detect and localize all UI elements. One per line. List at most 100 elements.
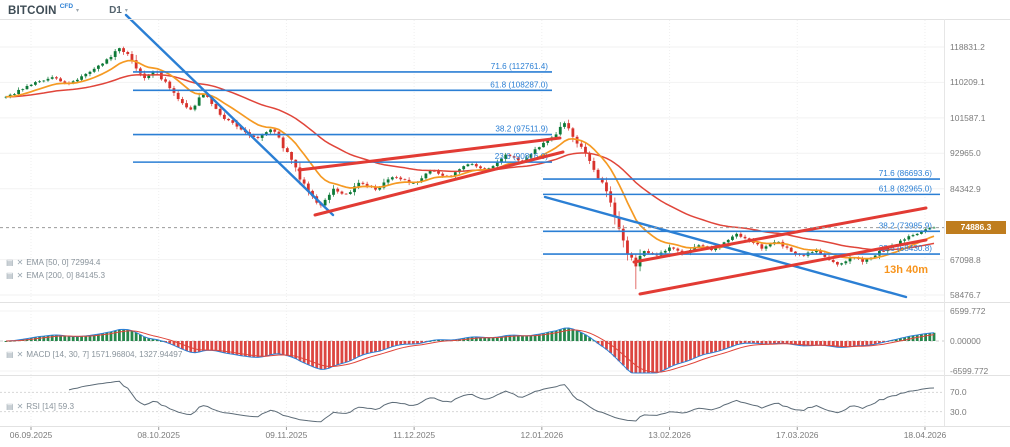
candle-body [147,75,151,79]
indicator-remove-icon[interactable]: ✕ [16,258,24,267]
macd-histogram-bar [38,336,41,341]
macd-histogram-bar [386,341,390,349]
macd-histogram-bar [546,332,550,341]
red-trendline [313,150,565,217]
date-axis-label: 09.11.2025 [265,430,308,440]
candle-body [508,154,512,157]
macd-histogram-bar [726,341,730,348]
indicator-row-ema50: ▤ ✕ EMA [50, 0] 72994.4 [6,258,100,267]
indicator-settings-icon[interactable]: ▤ [6,402,14,411]
macd-axis-label: 0.00000 [950,336,981,346]
indicator-remove-icon[interactable]: ✕ [16,350,24,359]
macd-histogram-bar [537,334,541,341]
candle-body [294,159,298,168]
macd-histogram-bar [382,341,386,350]
macd-histogram-bar [798,341,802,346]
indicator-settings-icon[interactable]: ▤ [6,271,14,280]
indicator-remove-icon[interactable]: ✕ [16,271,24,280]
candle-body [474,164,478,167]
macd-histogram-bar [924,333,928,341]
indicator-settings-icon[interactable]: ▤ [6,350,14,359]
macd-histogram-bar [474,336,478,341]
macd-histogram-bar [810,341,814,346]
macd-histogram-bar [155,339,159,341]
candle-body [932,227,936,229]
date-axis-label: 08.10.2025 [137,430,180,440]
macd-histogram-bar [109,331,113,341]
macd-histogram-bar [722,341,726,350]
candle-body [227,118,230,121]
macd-histogram-bar [642,341,646,373]
macd-histogram-bar [495,337,499,341]
candle-body [903,239,907,241]
candle-body [596,169,600,179]
candle-body [365,183,369,187]
fib-label: 23.6 (68430.8) [879,244,933,253]
macd-histogram-bar [903,337,907,341]
instrument-name[interactable]: BITCOIN [8,4,57,17]
macd-histogram-bar [714,341,718,352]
macd-histogram-bar [718,341,722,351]
macd-histogram-bar [621,341,625,366]
candle-body [260,134,264,138]
instrument-caret-icon[interactable]: ▾ [76,8,80,14]
candle-body [873,255,877,258]
candle-body [403,179,407,181]
red-trendline [638,238,928,296]
candle-body [201,94,205,98]
macd-histogram-bar [516,335,520,341]
indicator-row-macd: ▤ ✕ MACD [14, 30, 7] 1571.96804, 1327.9449… [6,350,182,359]
macd-histogram-bar [743,341,747,344]
timeframe-selector[interactable]: D1 [109,5,122,16]
candle-body [630,254,634,258]
price-axis-label: 118831.2 [950,42,985,52]
macd-histogram-bar [361,341,365,355]
candle-body [348,192,352,194]
macd-histogram-bar [600,341,604,347]
candle-body [138,68,142,74]
macd-histogram-bar [764,341,768,345]
candle-body [344,193,348,195]
candle-body [281,137,285,149]
macd-histogram-bar [323,341,327,370]
macd-histogram-bar [441,339,445,341]
candle-body [164,79,167,82]
candle-body [84,73,88,77]
macd-histogram-bar [130,330,134,341]
candle-body [12,94,16,95]
candle-body [789,247,793,252]
candle-body [844,261,848,264]
macd-histogram-bar [336,341,340,365]
macd-histogram-bar [626,341,629,370]
candle-body [256,136,260,138]
macd-histogram-bar [390,341,394,347]
fib-label: 61.8 (82965.0) [879,184,933,193]
candle-body [101,63,104,66]
macd-histogram-bar [80,336,83,341]
indicator-settings-icon[interactable]: ▤ [6,258,14,267]
macd-histogram-bar [655,341,659,373]
macd-histogram-bar [819,341,823,346]
macd-histogram-bar [75,336,79,341]
macd-histogram-bar [634,341,638,373]
macd-histogram-bar [369,341,373,353]
indicator-remove-icon[interactable]: ✕ [16,402,24,411]
red-trendline [297,136,562,172]
macd-histogram-bar [739,341,743,344]
macd-histogram-bar [588,337,592,341]
macd-histogram-bar [663,341,667,370]
macd-histogram-bar [697,341,701,357]
candle-body [239,126,243,130]
candle-body [899,240,902,245]
macd-histogram-bar [815,341,818,346]
macd-histogram-bar [138,334,142,341]
timeframe-caret-icon[interactable]: ▾ [124,8,128,14]
macd-histogram-bar [802,341,806,346]
candle-body [382,182,386,188]
macd-histogram-bar [647,341,650,373]
macd-histogram-bar [878,341,881,344]
candle-body [180,99,184,104]
macd-histogram-bar [113,330,117,341]
candle-body [25,85,29,90]
